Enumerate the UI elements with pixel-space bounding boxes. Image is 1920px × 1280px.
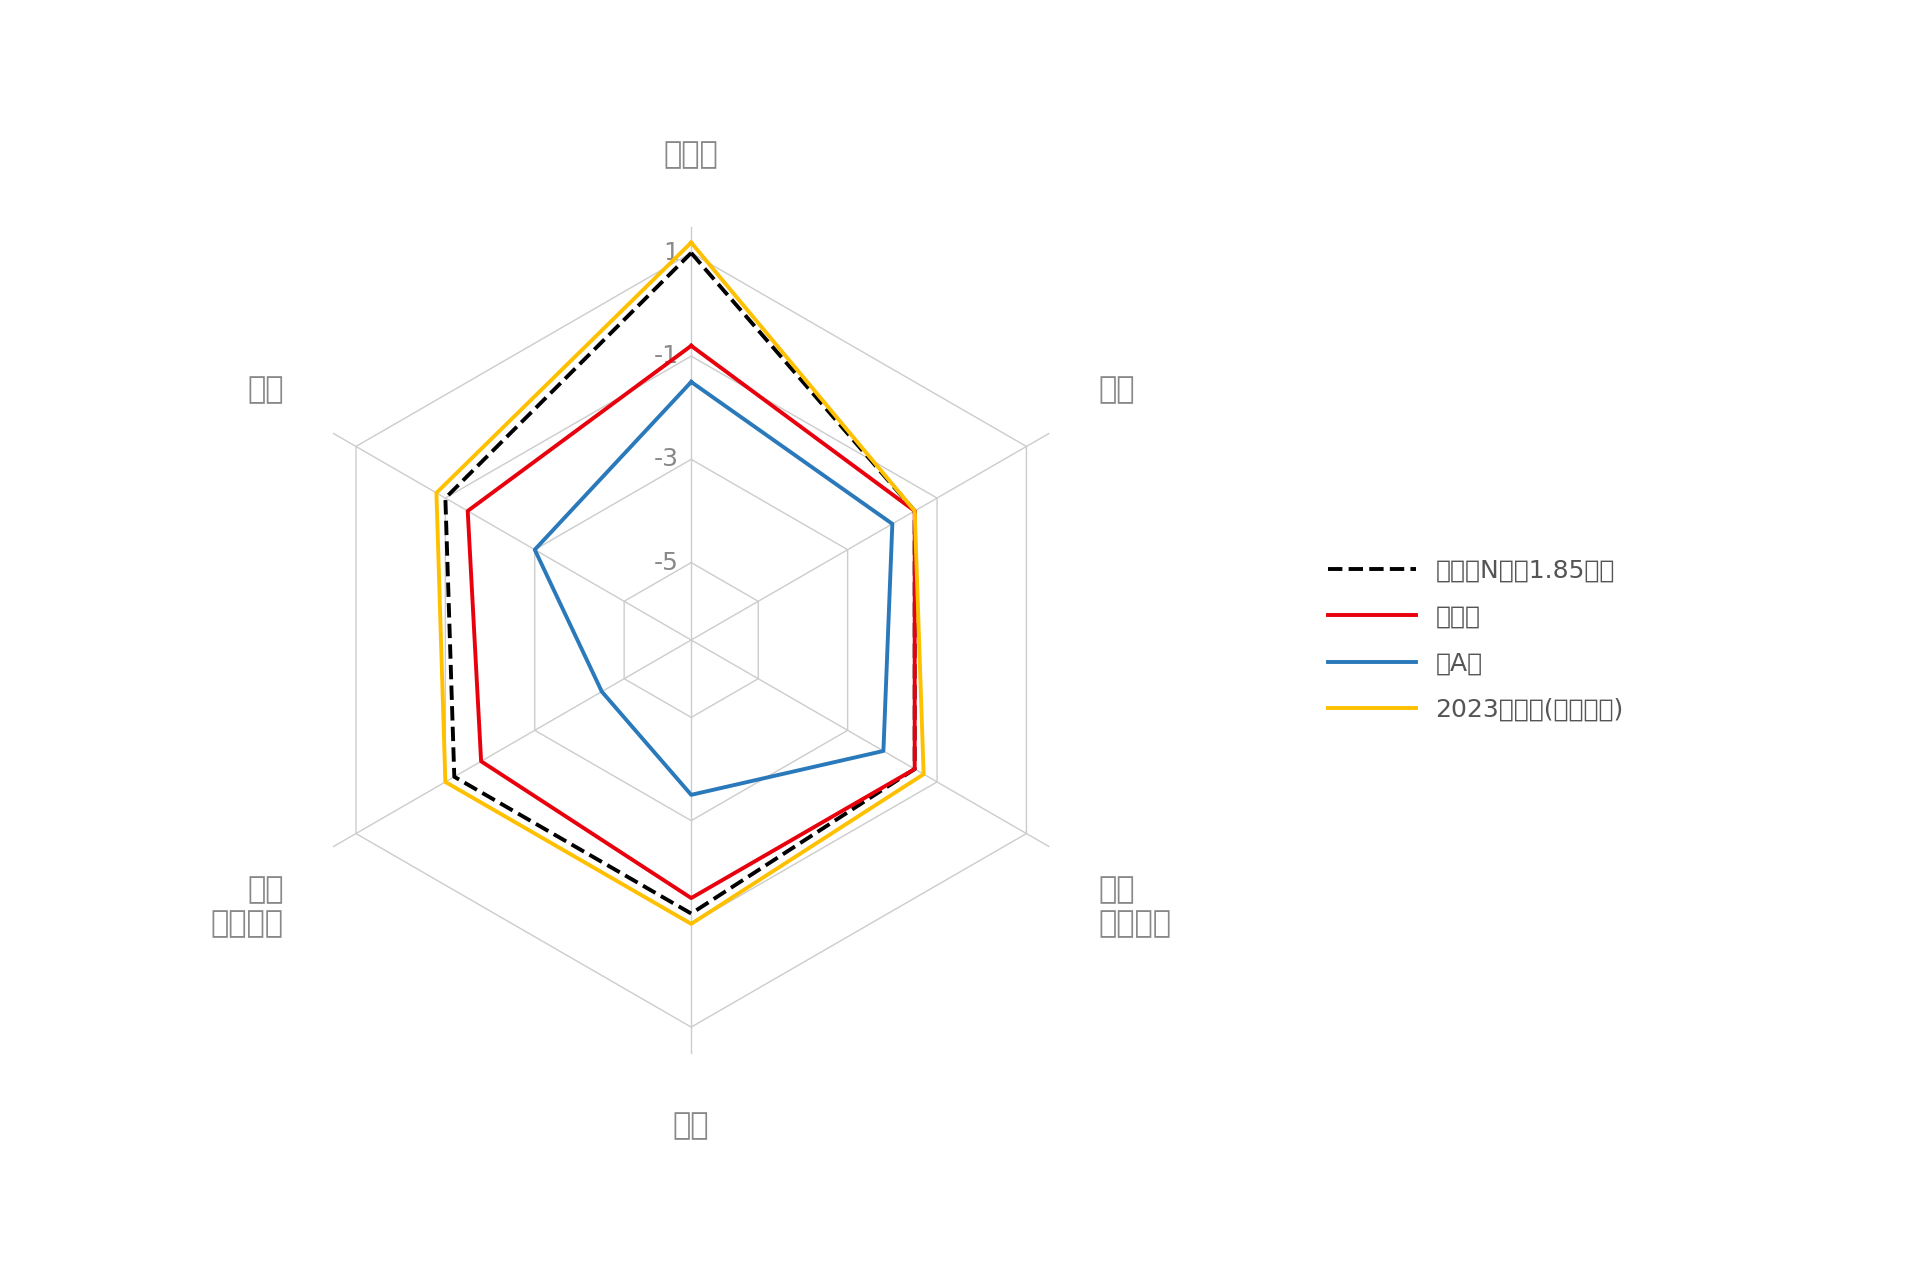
Text: -5: -5	[655, 550, 680, 575]
Legend: 出穂期N施肥1.85以上, 低糖米, 特A米, 2023年生産(農大生産): 出穂期N施肥1.85以上, 低糖米, 特A米, 2023年生産(農大生産)	[1319, 548, 1634, 732]
Text: -1: -1	[655, 344, 680, 369]
Text: 旨味
（先味）: 旨味 （先味）	[1098, 876, 1171, 938]
Text: 1: 1	[662, 241, 680, 265]
Text: -3: -3	[655, 447, 680, 471]
Text: 濃厚: 濃厚	[1098, 375, 1135, 404]
Text: コク: コク	[672, 1111, 710, 1139]
Text: 旨味
（後味）: 旨味 （後味）	[211, 876, 284, 938]
Text: 甘味: 甘味	[248, 375, 284, 404]
Text: 味わい: 味わい	[664, 141, 718, 169]
